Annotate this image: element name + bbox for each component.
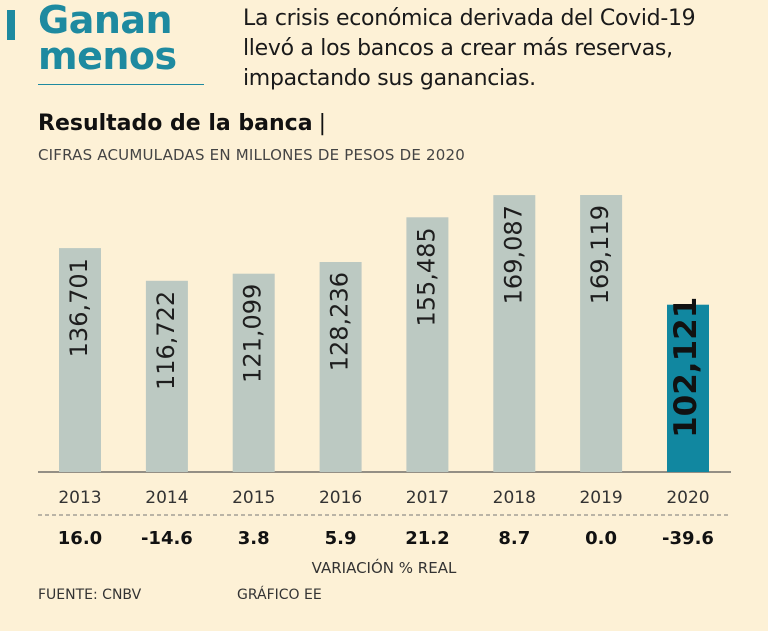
variation-2015: 3.8 (238, 528, 270, 549)
headline-divider (38, 84, 204, 85)
year-label-2020: 2020 (666, 488, 709, 508)
year-label-2014: 2014 (145, 488, 188, 508)
year-label-2013: 2013 (58, 488, 101, 508)
value-label-2020: 102,121 (668, 297, 704, 438)
chart-title: Resultado de la banca | (38, 110, 326, 138)
headline-line-2: menos (38, 34, 177, 78)
value-label-2016: 128,236 (326, 272, 354, 371)
value-label-2013: 136,701 (65, 258, 93, 357)
year-label-2017: 2017 (406, 488, 449, 508)
bar-2018 (493, 195, 536, 472)
variation-2016: 5.9 (325, 528, 357, 549)
headline: Ganan menos (38, 0, 177, 75)
bar-2016 (319, 262, 362, 472)
bar-2013 (59, 248, 101, 472)
bar-2020 (667, 304, 709, 472)
bar-2015 (232, 273, 275, 472)
intro-text: La crisis económica derivada del Covid-1… (243, 4, 763, 94)
bar-2014 (145, 280, 188, 472)
intro-line-1: La crisis económica derivada del Covid-1… (243, 6, 696, 31)
year-label-2018: 2018 (493, 488, 536, 508)
value-label-2015: 121,099 (239, 284, 267, 383)
intro-line-2: llevó a los bancos a crear más reservas, (243, 36, 673, 61)
value-label-2014: 116,722 (152, 291, 180, 390)
value-label-2018: 169,087 (499, 205, 527, 304)
chart-title-text: Resultado de la banca (38, 111, 313, 136)
chart-subtitle: CIFRAS ACUMULADAS EN MILLONES DE PESOS D… (38, 146, 465, 164)
bar-2017 (406, 217, 449, 472)
variation-2017: 21.2 (405, 528, 449, 549)
accent-bar (7, 10, 15, 40)
variation-2013: 16.0 (58, 528, 102, 549)
headline-line-1: Ganan (38, 0, 173, 42)
intro-line-3: impactando sus ganancias. (243, 66, 536, 91)
variation-2019: 0.0 (585, 528, 617, 549)
variation-caption: VARIACIÓN % REAL (312, 558, 457, 577)
year-label-2019: 2019 (579, 488, 622, 508)
value-label-2017: 155,485 (412, 227, 440, 326)
title-separator: | (318, 111, 326, 136)
graphic-credit: GRÁFICO EE (237, 587, 322, 603)
year-label-2015: 2015 (232, 488, 275, 508)
bar-2019 (580, 195, 623, 472)
source-note: FUENTE: CNBV (38, 587, 142, 603)
variation-2014: -14.6 (141, 528, 193, 549)
year-label-2016: 2016 (319, 488, 362, 508)
variation-2018: 8.7 (498, 528, 530, 549)
variation-2020: -39.6 (662, 528, 714, 549)
value-label-2019: 169,119 (586, 205, 614, 304)
